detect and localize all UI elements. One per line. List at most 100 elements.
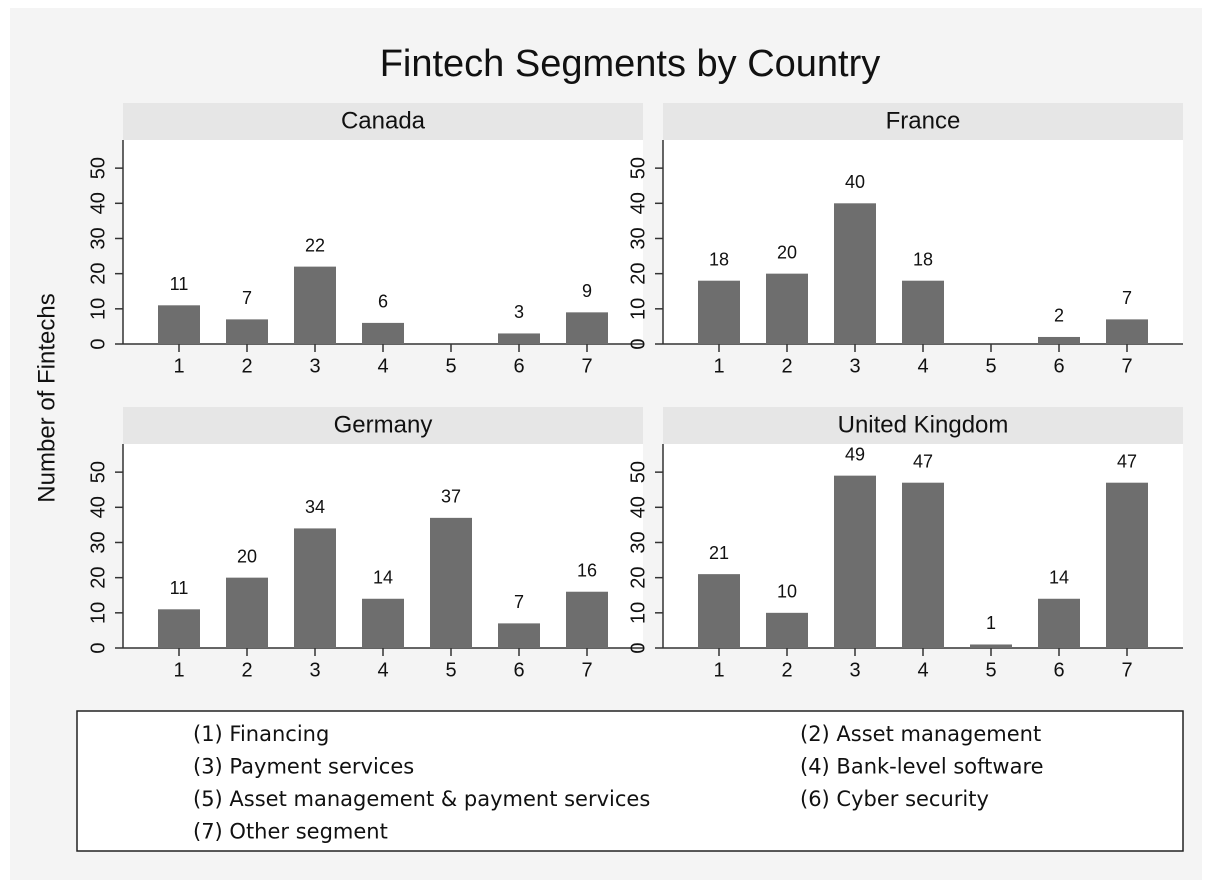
data-label: 14 <box>1049 568 1069 588</box>
x-tick-label: 7 <box>581 355 592 377</box>
data-label: 2 <box>1054 306 1064 326</box>
facet-title: Germany <box>334 411 433 438</box>
bar <box>498 333 540 344</box>
y-tick-label: 30 <box>87 531 109 553</box>
y-tick-label: 50 <box>87 461 109 483</box>
legend-box <box>76 710 1184 852</box>
bar <box>566 591 608 648</box>
legend-item: (7) Other segment <box>193 820 388 844</box>
bar <box>902 482 944 648</box>
x-tick-label: 6 <box>1053 355 1064 377</box>
x-tick-label: 4 <box>917 659 928 681</box>
x-tick-label: 2 <box>781 355 792 377</box>
x-tick-label: 1 <box>173 659 184 681</box>
bar <box>698 574 740 648</box>
y-tick-label: 0 <box>627 642 649 653</box>
y-tick-label: 0 <box>87 642 109 653</box>
data-label: 14 <box>373 568 393 588</box>
x-tick-label: 4 <box>377 659 388 681</box>
bar <box>566 312 608 344</box>
data-label: 21 <box>709 543 729 563</box>
y-tick-label: 50 <box>627 461 649 483</box>
y-tick-label: 40 <box>87 192 109 214</box>
y-tick-label: 10 <box>87 298 109 320</box>
data-label: 47 <box>1117 451 1137 471</box>
bar <box>294 266 336 344</box>
x-tick-label: 1 <box>173 355 184 377</box>
data-label: 20 <box>237 546 257 566</box>
bar <box>226 319 268 344</box>
y-tick-label: 0 <box>87 338 109 349</box>
bar <box>1106 319 1148 344</box>
bar <box>1038 598 1080 648</box>
y-tick-label: 10 <box>87 602 109 624</box>
bar <box>158 305 200 344</box>
bar <box>362 598 404 648</box>
facet-header <box>663 103 1183 140</box>
x-tick-label: 7 <box>1121 659 1132 681</box>
bar <box>498 623 540 648</box>
x-tick-label: 3 <box>849 659 860 681</box>
bar <box>1038 336 1080 344</box>
data-label: 11 <box>170 274 189 294</box>
legend-item: (1) Financing <box>193 722 329 746</box>
facet-header <box>123 407 643 444</box>
data-label: 18 <box>709 249 729 269</box>
y-tick-label: 40 <box>627 496 649 518</box>
data-label: 7 <box>242 288 252 308</box>
data-label: 47 <box>913 451 933 471</box>
x-tick-label: 6 <box>513 659 524 681</box>
x-tick-label: 3 <box>849 355 860 377</box>
y-tick-label: 50 <box>87 157 109 179</box>
data-label: 7 <box>1122 288 1132 308</box>
y-tick-label: 40 <box>87 496 109 518</box>
facet-title: United Kingdom <box>838 411 1009 438</box>
x-tick-label: 1 <box>713 659 724 681</box>
facet-title: France <box>886 107 961 134</box>
data-label: 10 <box>777 582 797 602</box>
bar <box>294 528 336 648</box>
bar <box>158 609 200 648</box>
bar <box>698 280 740 344</box>
x-tick-label: 4 <box>917 355 928 377</box>
y-tick-label: 30 <box>87 227 109 249</box>
bar <box>834 203 876 344</box>
y-tick-label: 20 <box>87 567 109 589</box>
y-tick-label: 10 <box>627 298 649 320</box>
data-label: 22 <box>305 235 325 255</box>
x-tick-label: 7 <box>1121 355 1132 377</box>
x-tick-label: 4 <box>377 355 388 377</box>
data-label: 18 <box>913 249 933 269</box>
x-tick-label: 6 <box>513 355 524 377</box>
x-tick-label: 6 <box>1053 659 1064 681</box>
y-tick-label: 20 <box>627 567 649 589</box>
y-tick-label: 0 <box>627 338 649 349</box>
y-tick-label: 30 <box>627 227 649 249</box>
y-tick-label: 40 <box>627 192 649 214</box>
x-tick-label: 1 <box>713 355 724 377</box>
x-tick-label: 5 <box>985 659 996 681</box>
chart-title: Fintech Segments by Country <box>380 43 881 85</box>
data-label: 16 <box>577 560 597 580</box>
legend-item: (5) Asset management & payment services <box>193 787 650 811</box>
data-label: 37 <box>441 487 461 507</box>
x-tick-label: 5 <box>445 355 456 377</box>
data-label: 3 <box>514 302 524 322</box>
bar <box>766 273 808 344</box>
data-label: 6 <box>378 292 388 312</box>
data-label: 11 <box>170 578 189 598</box>
y-tick-label: 30 <box>627 531 649 553</box>
x-tick-label: 3 <box>309 355 320 377</box>
y-tick-label: 20 <box>627 263 649 285</box>
data-label: 20 <box>777 242 797 262</box>
bar <box>226 577 268 648</box>
x-tick-label: 7 <box>581 659 592 681</box>
x-tick-label: 5 <box>985 355 996 377</box>
legend-item: (3) Payment services <box>193 755 414 779</box>
bar <box>1106 482 1148 648</box>
bar <box>362 322 404 344</box>
data-label: 40 <box>845 172 865 192</box>
x-tick-label: 2 <box>241 659 252 681</box>
legend-item: (4) Bank-level software <box>800 755 1044 779</box>
